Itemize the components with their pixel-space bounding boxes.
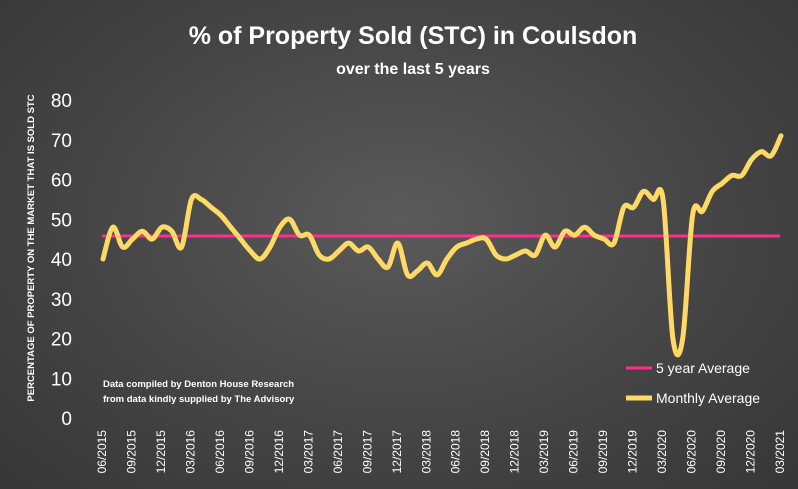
x-tick-label: 12/2017 <box>390 430 404 474</box>
x-tick-label: 06/2019 <box>567 430 581 474</box>
y-tick-label: 40 <box>51 250 72 271</box>
y-tick-label: 20 <box>51 330 72 351</box>
legend-label-monthly: Monthly Average <box>656 390 760 406</box>
y-tick-label: 0 <box>61 409 72 430</box>
x-tick-label: 12/2015 <box>154 430 168 474</box>
y-axis-label: PERCENTAGE OF PROPERTY ON THE MARKET THA… <box>26 94 37 401</box>
y-tick-label: 30 <box>51 290 72 311</box>
x-tick-label: 03/2017 <box>301 430 315 474</box>
x-tick-label: 09/2016 <box>242 430 256 474</box>
x-tick-label: 12/2020 <box>744 430 758 474</box>
x-tick-label: 06/2018 <box>449 430 463 474</box>
chart-subtitle: over the last 5 years <box>336 61 490 78</box>
x-tick-label: 03/2021 <box>773 430 787 474</box>
y-tick-label: 60 <box>51 171 72 192</box>
series-line-monthly-average <box>100 133 784 358</box>
x-tick-label: 09/2019 <box>596 430 610 474</box>
series-layer <box>100 133 784 358</box>
y-tick-label: 70 <box>51 131 72 152</box>
y-tick-label: 10 <box>51 369 72 390</box>
chart-title: % of Property Sold (STC) in Coulsdon <box>189 22 638 50</box>
x-tick-label: 09/2018 <box>478 430 492 474</box>
y-tick-label: 80 <box>51 91 72 112</box>
x-tick-label: 06/2015 <box>95 430 109 474</box>
x-axis-ticks: 06/2015 09/2015 12/2015 03/2016 06/2016 09/20… <box>95 430 787 474</box>
x-tick-label: 12/2018 <box>508 430 522 474</box>
x-tick-label: 03/2019 <box>537 430 551 474</box>
legend-label-average: 5 year Average <box>656 360 750 376</box>
data-source-note-line2: from data kindly supplied by The Advisor… <box>103 394 295 405</box>
x-tick-label: 12/2019 <box>626 430 640 474</box>
x-tick-label: 03/2018 <box>419 430 433 474</box>
x-tick-label: 09/2020 <box>714 430 728 474</box>
data-source-note-line1: Data compiled by Denton House Research <box>103 379 294 390</box>
chart-legend: 5 year Average Monthly Average <box>626 360 760 406</box>
x-tick-label: 09/2015 <box>124 430 138 474</box>
y-tick-label: 50 <box>51 210 72 231</box>
x-tick-label: 06/2020 <box>685 430 699 474</box>
x-tick-label: 03/2016 <box>183 430 197 474</box>
y-axis-ticks: 0 10 20 30 40 50 60 70 80 <box>51 91 72 430</box>
x-tick-label: 06/2017 <box>331 430 345 474</box>
x-tick-label: 06/2016 <box>213 430 227 474</box>
x-tick-label: 12/2016 <box>272 430 286 474</box>
x-tick-label: 03/2020 <box>655 430 669 474</box>
x-tick-label: 09/2017 <box>360 430 374 474</box>
